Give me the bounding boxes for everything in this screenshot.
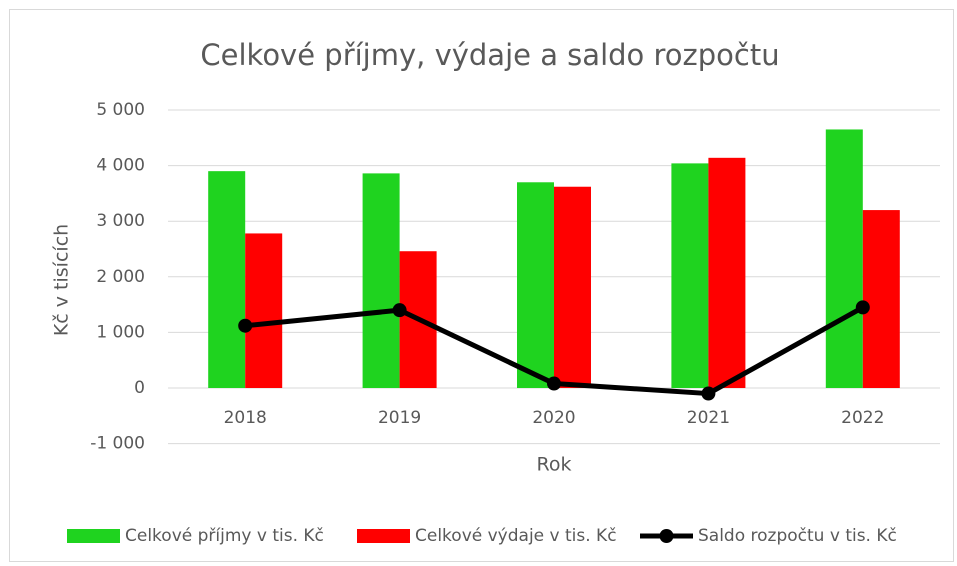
y-tick-label: 5 000 bbox=[96, 100, 145, 120]
bar bbox=[362, 173, 400, 388]
bar bbox=[671, 163, 709, 388]
marker bbox=[392, 303, 407, 318]
x-axis-label: Rok bbox=[537, 454, 572, 476]
chart-border bbox=[9, 9, 954, 562]
marker bbox=[701, 386, 716, 401]
legend-swatch bbox=[357, 529, 410, 543]
bar bbox=[554, 186, 591, 388]
legend-marker bbox=[659, 529, 674, 543]
x-tick-label: 2021 bbox=[687, 408, 730, 428]
bar bbox=[208, 171, 246, 388]
x-tick-label: 2022 bbox=[841, 408, 884, 428]
bar bbox=[708, 157, 746, 388]
legend-swatch bbox=[67, 529, 120, 543]
bar bbox=[245, 233, 283, 388]
bar bbox=[517, 182, 554, 388]
y-tick-label: 1 000 bbox=[96, 322, 145, 342]
marker bbox=[238, 318, 253, 333]
y-tick-label: 3 000 bbox=[96, 211, 145, 231]
legend-label: Celkové příjmy v tis. Kč bbox=[125, 526, 324, 546]
marker bbox=[855, 300, 870, 315]
bar bbox=[862, 210, 900, 388]
y-tick-label: 0 bbox=[134, 378, 145, 398]
y-tick-label: -1 000 bbox=[90, 434, 145, 454]
chart-title: Celkové příjmy, výdaje a saldo rozpočtu bbox=[200, 38, 779, 72]
y-tick-label: 4 000 bbox=[96, 156, 145, 176]
legend-label: Saldo rozpočtu v tis. Kč bbox=[698, 526, 897, 546]
x-tick-label: 2018 bbox=[224, 408, 267, 428]
marker bbox=[547, 376, 561, 391]
y-axis-label: Kč v tisících bbox=[51, 224, 73, 336]
legend-label: Celkové výdaje v tis. Kč bbox=[415, 526, 617, 546]
bar bbox=[825, 129, 863, 388]
y-tick-label: 2 000 bbox=[96, 267, 145, 287]
x-tick-label: 2020 bbox=[532, 408, 575, 428]
x-tick-label: 2019 bbox=[378, 408, 421, 428]
